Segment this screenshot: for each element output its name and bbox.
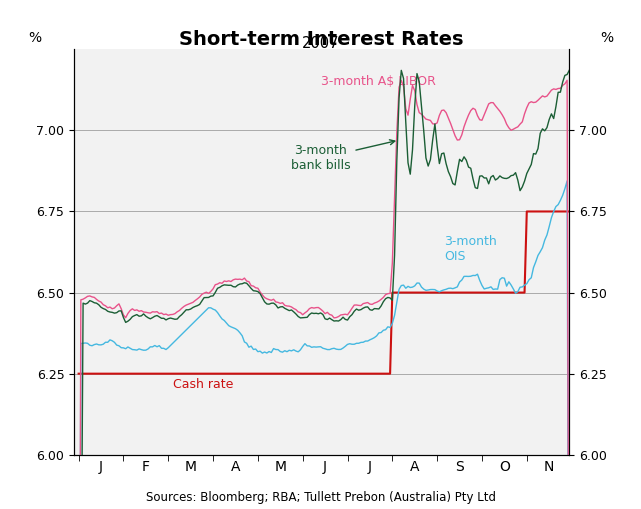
Text: 3-month A$ LIBOR: 3-month A$ LIBOR [320,75,435,88]
Text: 2007: 2007 [302,36,339,51]
Text: %: % [600,31,613,45]
Text: 3-month
OIS: 3-month OIS [444,235,497,263]
Text: Cash rate: Cash rate [172,378,233,391]
Text: 3-month
bank bills: 3-month bank bills [291,140,395,173]
Text: %: % [28,31,41,45]
Title: Short-term Interest Rates: Short-term Interest Rates [179,30,464,49]
Text: Sources: Bloomberg; RBA; Tullett Prebon (Australia) Pty Ltd: Sources: Bloomberg; RBA; Tullett Prebon … [146,491,495,504]
